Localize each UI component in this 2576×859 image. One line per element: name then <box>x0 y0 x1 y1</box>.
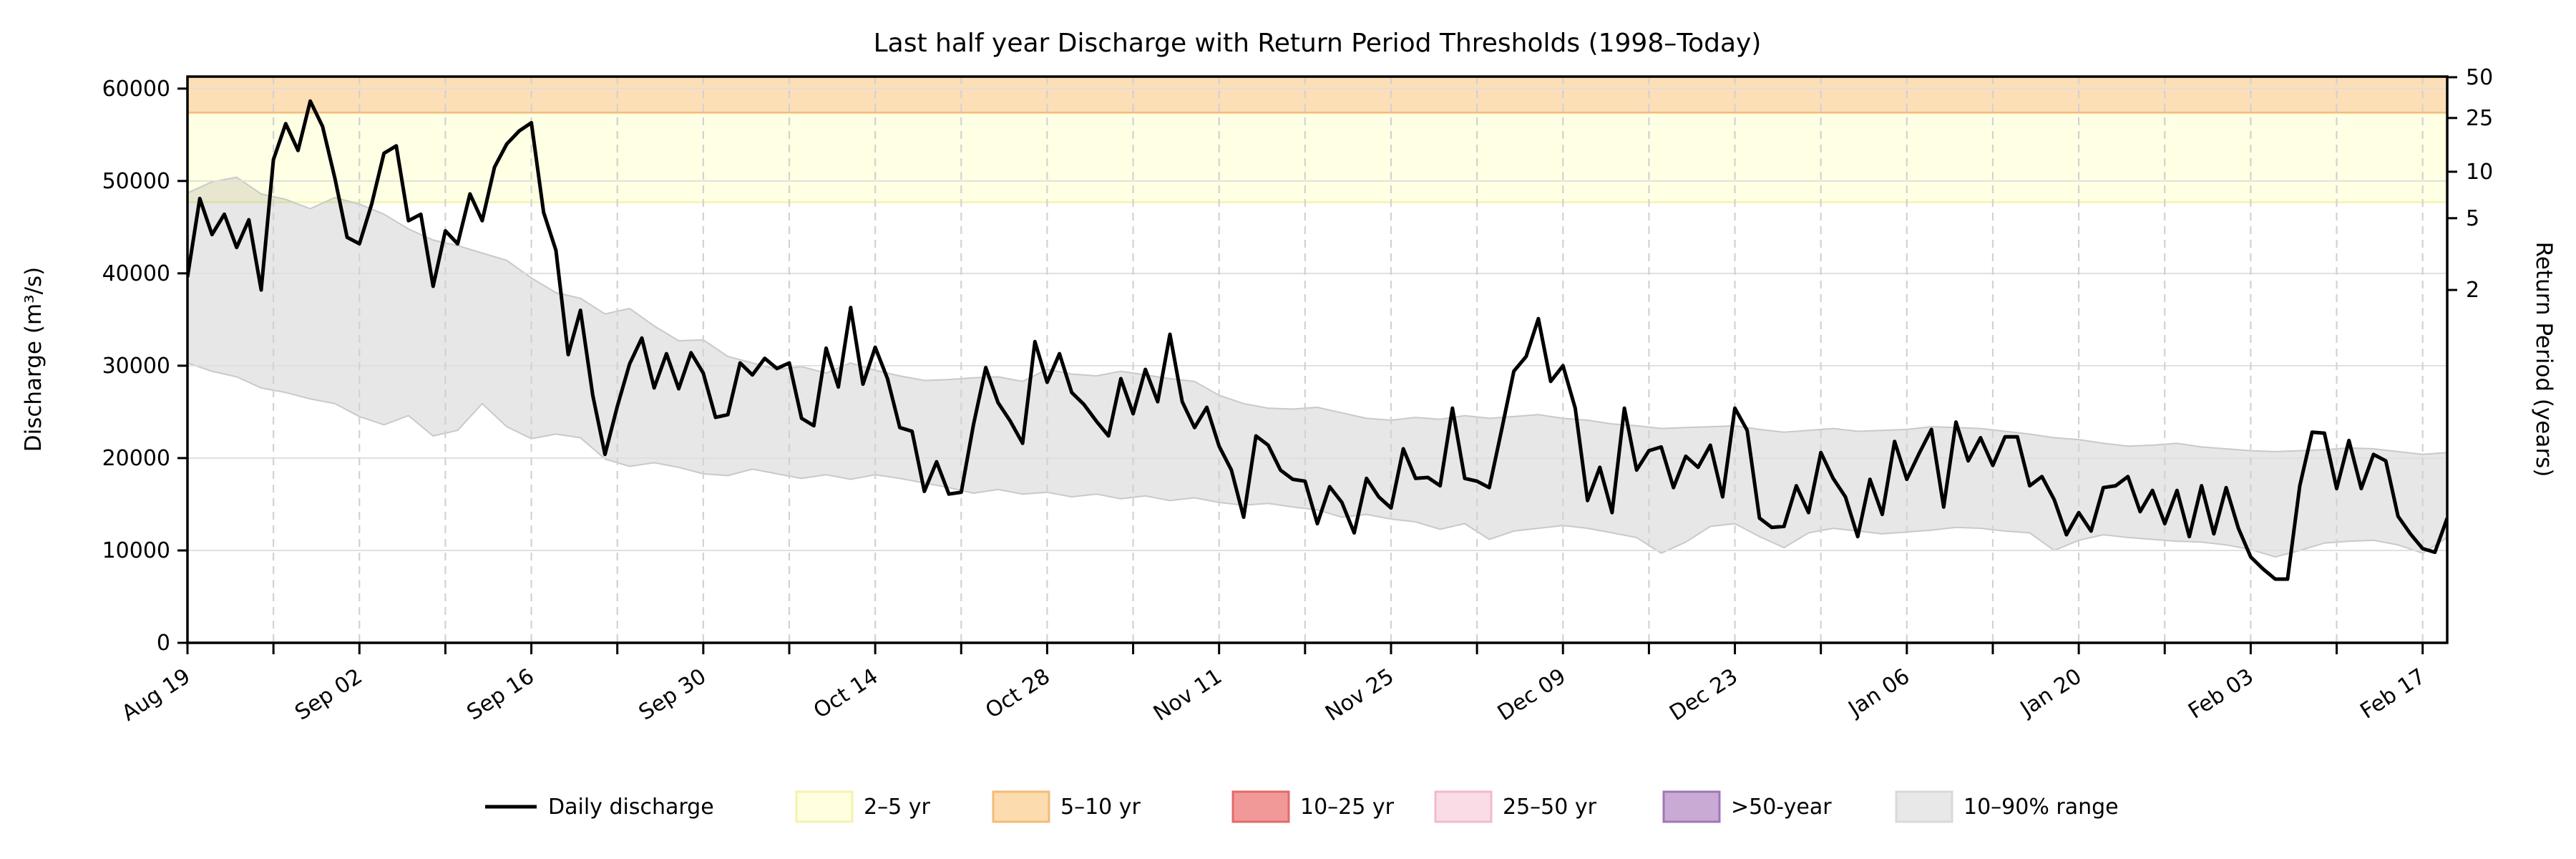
x-tick-label: Feb 03 <box>2184 664 2258 724</box>
legend-item-label: 10–25 yr <box>1300 795 1395 820</box>
chart-title: Last half year Discharge with Return Per… <box>874 29 1762 58</box>
x-tick-label: Jan 20 <box>2015 664 2087 722</box>
threshold-bands <box>187 77 2447 203</box>
legend: Daily discharge 2–5 yr 5–10 yr 10–25 yr 25–5… <box>485 790 2119 823</box>
percentile-band <box>187 176 2447 558</box>
percentile-band-top-edge <box>187 176 2447 455</box>
y-tick-label: 40000 <box>102 261 170 286</box>
legend-item-label: 2–5 yr <box>864 795 930 820</box>
x-tick-label: Nov 25 <box>1321 664 1398 726</box>
y2-tick-label: 5 <box>2466 206 2479 231</box>
legend-patch-swatch <box>1434 790 1493 823</box>
y-tick-label: 20000 <box>102 446 170 471</box>
y2-tick-label: 25 <box>2466 106 2493 131</box>
x-tick-label: Sep 30 <box>635 664 711 725</box>
legend-patch-swatch <box>1895 790 1953 823</box>
legend-item-label: 25–50 yr <box>1503 795 1597 820</box>
percentile-band-bottom-edge <box>187 362 2447 558</box>
x-tick-label: Oct 28 <box>981 664 1055 724</box>
legend-item-label: 10–90% range <box>1963 795 2119 820</box>
legend-item: 25–50 yr <box>1434 790 1597 823</box>
legend-item: >50-year <box>1662 790 1832 823</box>
legend-patch-swatch <box>1231 790 1290 823</box>
y-tick-label: 50000 <box>102 169 170 194</box>
legend-item-label: 5–10 yr <box>1060 795 1141 820</box>
y-axis-label: Discharge (m³/s) <box>21 267 47 452</box>
legend-item-label: Daily discharge <box>548 795 714 820</box>
y2-axis-label: Return Period (years) <box>2531 242 2557 477</box>
legend-item: 10–90% range <box>1895 790 2119 823</box>
legend-item: 5–10 yr <box>992 790 1141 823</box>
legend-item: 10–25 yr <box>1231 790 1395 823</box>
x-tick-label: Aug 19 <box>117 664 195 726</box>
x-tick-label: Jan 06 <box>1843 664 1915 722</box>
legend-patch-swatch <box>795 790 854 823</box>
x-tick-label: Nov 11 <box>1149 664 1226 726</box>
band-5–10 yr <box>187 77 2447 114</box>
plot-border <box>186 75 2449 644</box>
x-tick-label: Dec 23 <box>1665 664 1742 726</box>
y2-tick-label: 2 <box>2466 278 2479 303</box>
legend-item-label: >50-year <box>1731 795 1832 820</box>
legend-patch-swatch <box>992 790 1050 823</box>
y2-tick-label: 50 <box>2466 65 2493 90</box>
y-tick-label: 10000 <box>102 538 170 563</box>
x-tick-label: Sep 16 <box>462 664 539 725</box>
x-tick-label: Feb 17 <box>2356 664 2430 724</box>
x-tick-label: Sep 02 <box>291 664 367 725</box>
daily-discharge-path <box>187 99 2447 581</box>
y-tick-label: 60000 <box>102 77 170 102</box>
legend-item: Daily discharge <box>485 795 714 820</box>
x-tick-label: Dec 09 <box>1493 664 1571 726</box>
legend-patch-swatch <box>1662 790 1721 823</box>
y2-tick-label: 10 <box>2466 160 2493 185</box>
y-tick-label: 0 <box>157 631 170 656</box>
percentile-band-area <box>187 177 2447 557</box>
legend-item: 2–5 yr <box>795 790 930 823</box>
gridlines <box>187 77 2447 643</box>
y-tick-label: 30000 <box>102 354 170 379</box>
daily-discharge-line <box>187 99 2447 581</box>
band-2–5 yr <box>187 112 2447 203</box>
x-tick-label: Oct 14 <box>809 664 883 724</box>
